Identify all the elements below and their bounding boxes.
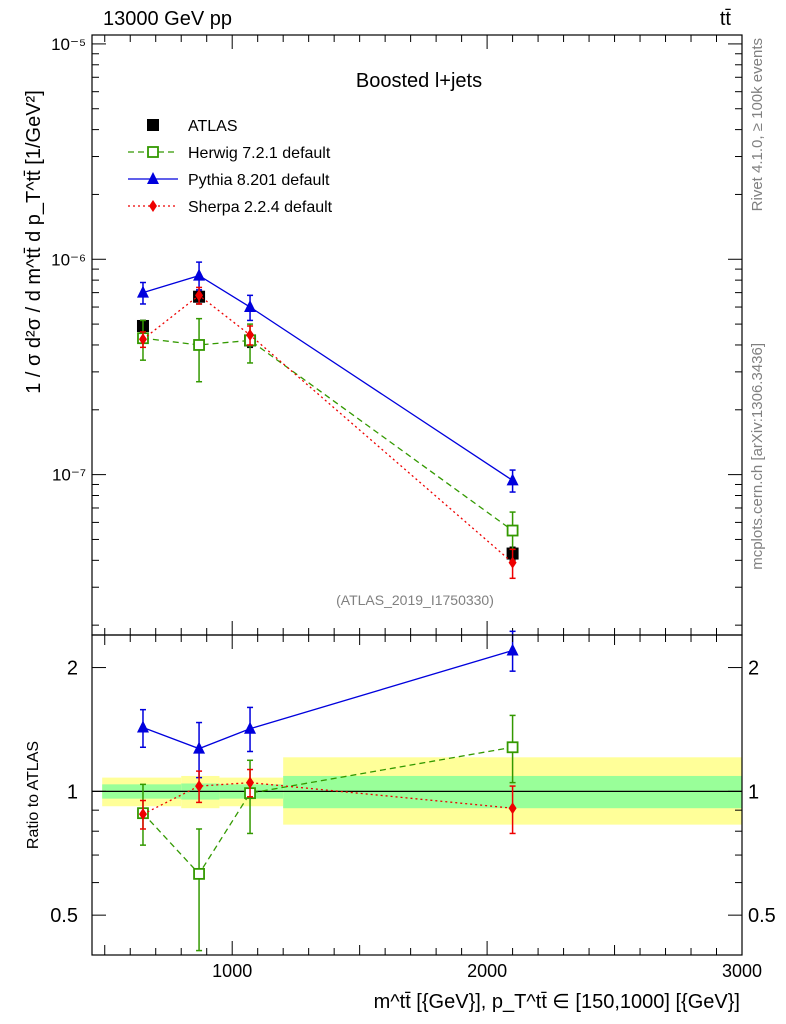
- main-sherpa-2-2-4-default-point: [195, 289, 204, 302]
- ratio-pythia-8-201-default-point: [136, 720, 149, 733]
- main-marks: [136, 261, 519, 580]
- rivet-label: Rivet 4.1.0, ≥ 100k events: [749, 38, 766, 211]
- main-sherpa-2-2-4-default-series: [138, 286, 517, 580]
- main-sherpa-2-2-4-default-point: [246, 328, 255, 341]
- main-herwig-7-2-1-default-point: [506, 524, 519, 537]
- main-pythia-8-201-default-point: [244, 300, 257, 313]
- ratio-frame-border: [91, 634, 743, 956]
- x-tick-label: 2000: [467, 961, 507, 981]
- ratio-marks: [136, 630, 519, 952]
- legend-entry-herwig-7-2-1-default-marker: [147, 146, 159, 158]
- ratio-frame: [91, 634, 743, 956]
- main-y-tick-label: 10⁻⁶: [51, 250, 86, 269]
- legend-entry-pythia-8-201-default: Pythia 8.201 default: [128, 172, 330, 189]
- ratio-pythia-8-201-default-point: [193, 741, 206, 754]
- analysis-label: (ATLAS_2019_I1750330): [336, 592, 494, 608]
- ratio-y-tick-label-left: 0.5: [50, 905, 78, 927]
- main-ticks: 10⁻⁷ 10⁻⁶ 10⁻⁵: [51, 35, 743, 635]
- ratio-y-tick-label-right: 2: [748, 658, 759, 680]
- ratio-pythia-8-201-default-series: [136, 630, 519, 779]
- main-sherpa-2-2-4-default-point: [138, 333, 147, 346]
- legend-entry-atlas-marker: [147, 119, 159, 131]
- process-label: tt̄: [720, 8, 732, 30]
- x-tick-label: 3000: [722, 961, 762, 981]
- x-axis-label: m^tt̄ [{GeV}], p_T^tt̄ ∈ [150,1000] [{Ge…: [374, 991, 740, 1013]
- x-tick-label: 1000: [212, 961, 252, 981]
- ratio-sherpa-2-2-4-default-point: [138, 808, 147, 821]
- ratio-panel: 0.5 0.5 1 1 2 2 1000 2000 3000 Ratio to ATLAS m^…: [25, 630, 776, 1013]
- ratio-pythia-8-201-default-point: [244, 721, 257, 734]
- legend-entry-sherpa-2-2-4-default-marker: [149, 200, 157, 212]
- chart-title: Boosted l+jets: [356, 70, 482, 92]
- main-herwig-7-2-1-default-point: [193, 339, 205, 351]
- ratio-herwig-7-2-1-default-point: [193, 867, 205, 880]
- legend-entry-sherpa-2-2-4-default-label: Sherpa 2.2.4 default: [188, 199, 333, 216]
- ratio-sherpa-2-2-4-default-point: [246, 776, 255, 789]
- main-pythia-8-201-default-point: [506, 473, 519, 486]
- ratio-y-tick-label-right: 0.5: [748, 905, 776, 927]
- ratio-y-tick-label-left: 2: [67, 658, 78, 680]
- main-pythia-8-201-default-line: [142, 274, 513, 481]
- main-pythia-8-201-default-point: [193, 268, 206, 281]
- legend-entry-pythia-8-201-default-label: Pythia 8.201 default: [188, 172, 330, 189]
- ratio-y-tick-label-right: 1: [748, 781, 759, 803]
- ratio-sherpa-2-2-4-default-point: [195, 780, 204, 793]
- main-pythia-8-201-default-point: [136, 285, 149, 298]
- ratio-y-tick-label-left: 1: [67, 781, 78, 803]
- legend-entry-herwig-7-2-1-default: Herwig 7.2.1 default: [128, 145, 331, 162]
- legend-entry-herwig-7-2-1-default-label: Herwig 7.2.1 default: [188, 145, 331, 162]
- ratio-herwig-7-2-1-default-point: [506, 741, 519, 754]
- source-label: mcplots.cern.ch [arXiv:1306.3436]: [749, 343, 766, 570]
- ratio-ticks: 0.5 0.5 1 1 2 2 1000 2000 3000: [50, 635, 776, 981]
- ratio-pythia-8-201-default-point: [506, 643, 519, 656]
- main-y-axis-label: 1 / σ d²σ / d m^tt̄ d p_T^tt̄ [1/GeV²]: [23, 90, 45, 394]
- legend-entry-pythia-8-201-default-marker: [147, 172, 159, 184]
- main-herwig-7-2-1-default-line: [142, 337, 513, 532]
- main-panel: 10⁻⁷ 10⁻⁶ 10⁻⁵ Boosted l+jets (ATLAS_2019_…: [23, 34, 743, 636]
- legend-entry-atlas-label: ATLAS: [188, 118, 238, 135]
- ratio-sherpa-2-2-4-default-line: [142, 781, 513, 815]
- main-sherpa-2-2-4-default-point: [508, 556, 517, 569]
- legend-entry-atlas: ATLAS: [147, 118, 238, 135]
- ratio-sherpa-2-2-4-default-point: [508, 802, 517, 815]
- main-sherpa-2-2-4-default-line: [142, 294, 514, 564]
- main-pythia-8-201-default-series: [136, 261, 519, 493]
- ratio-y-axis-label: Ratio to ATLAS: [25, 741, 42, 849]
- main-y-tick-label: 10⁻⁵: [51, 35, 86, 54]
- main-y-tick-label: 10⁻⁷: [52, 466, 86, 485]
- legend: ATLAS Herwig 7.2.1 default Pythia 8.201 de…: [128, 118, 333, 216]
- energy-label: 13000 GeV pp: [103, 8, 232, 30]
- ratio-herwig-7-2-1-default-line: [142, 746, 513, 875]
- ratio-sherpa-2-2-4-default-series: [138, 768, 517, 835]
- ratio-pythia-8-201-default-line: [142, 649, 513, 750]
- legend-entry-sherpa-2-2-4-default: Sherpa 2.2.4 default: [128, 199, 333, 216]
